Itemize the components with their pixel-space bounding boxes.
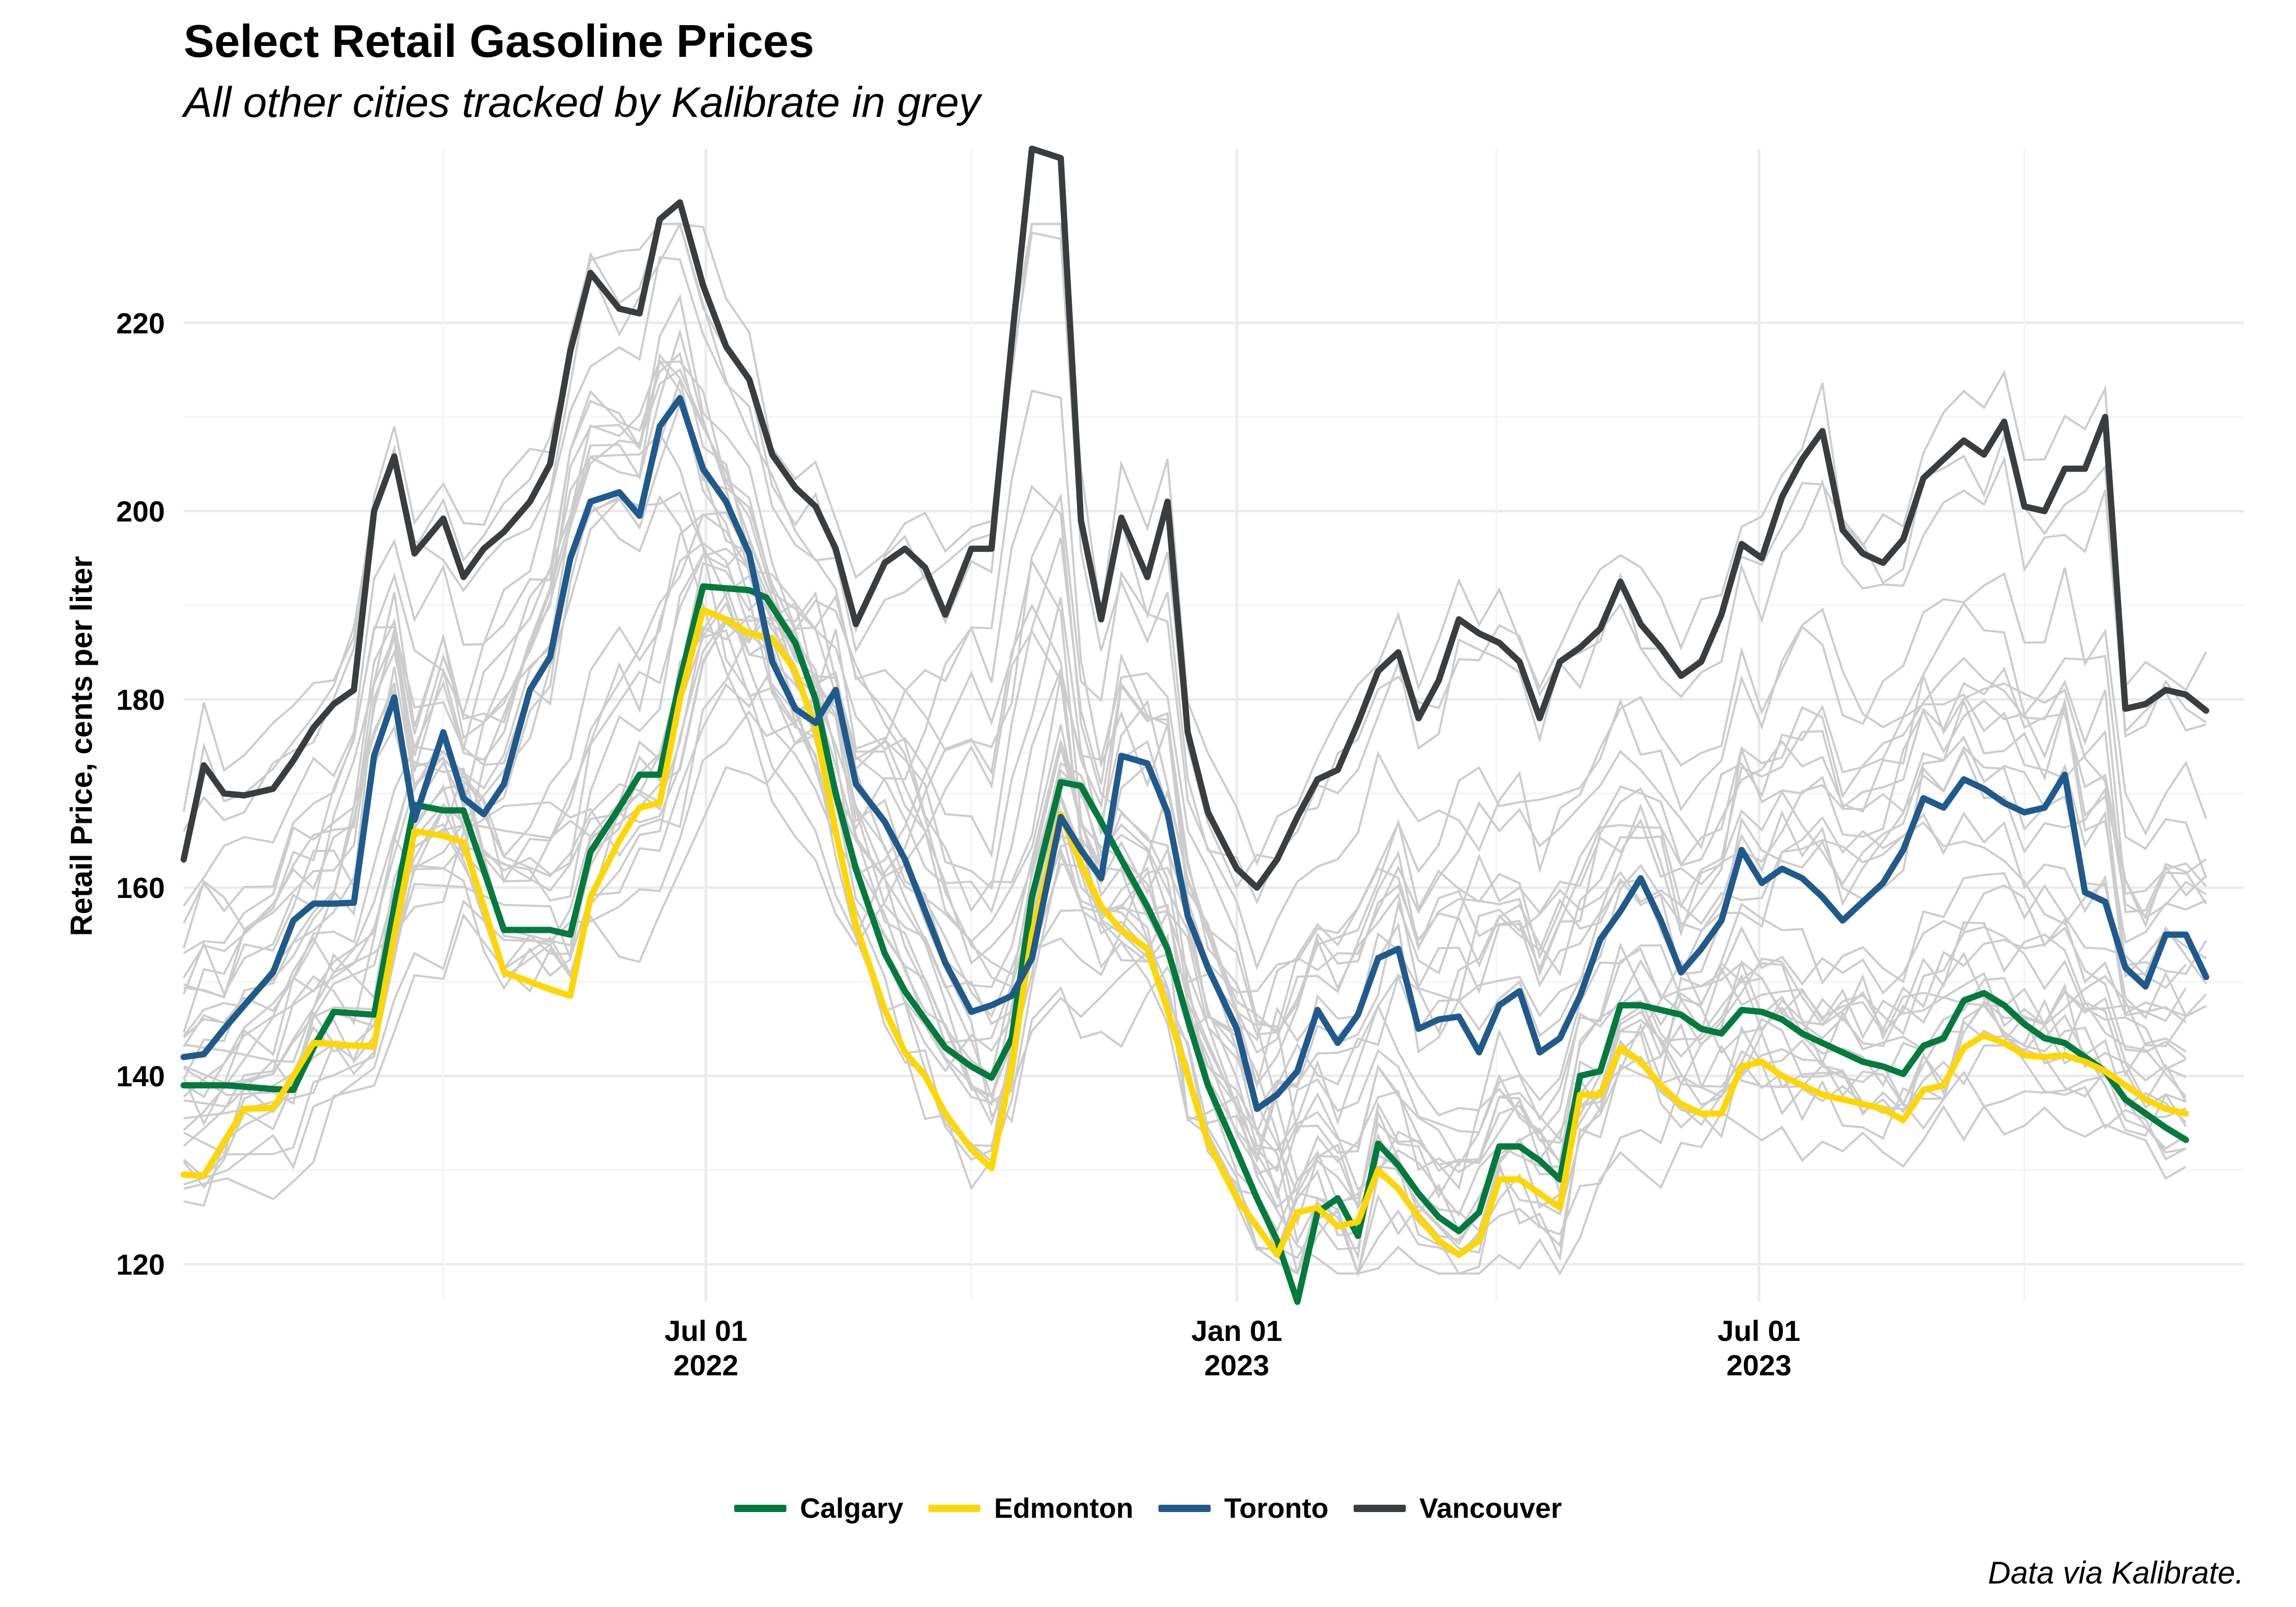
chart-subtitle: All other cities tracked by Kalibrate in… [184,79,980,126]
legend-item-vancouver: Vancouver [1353,1492,1562,1525]
background-city-line [183,574,2187,1227]
background-city-line [183,542,2187,1209]
background-city-line [183,368,2207,1054]
series-line-toronto [181,395,2209,1112]
background-city-line [183,591,2186,1208]
legend-label: Calgary [799,1493,904,1524]
y-tick-label: 140 [116,1060,165,1093]
background-city-line [183,495,2207,1164]
background-city-line [183,328,2207,1036]
x-tick-label: Jan 01 [1191,1314,1282,1347]
y-tick-label: 160 [116,871,165,904]
x-tick-label: Jul 01 [1717,1314,1800,1347]
legend-item-toronto: Toronto [1158,1492,1329,1525]
series-line-edmonton [181,607,2190,1258]
background-city-line [183,256,2207,971]
chart-caption: Data via Kalibrate. [1988,1555,2244,1590]
background-city-line [183,361,2207,1035]
grid-lines [184,149,2244,1302]
legend-label: Edmonton [994,1493,1133,1524]
x-tick-label: Jul 01 [664,1314,747,1347]
x-tick-label: 2023 [1727,1349,1792,1382]
x-tick-label: 2023 [1204,1349,1270,1382]
background-city-line [183,223,2207,866]
y-axis-label: Retail Price, cents per liter [65,556,99,937]
background-city-line [183,294,2207,1032]
legend-item-edmonton: Edmonton [928,1492,1133,1525]
y-tick-label: 120 [116,1248,165,1281]
series-line-vancouver [181,146,2209,891]
background-city-line [183,676,2187,1278]
background-city-line [183,692,2186,1276]
background-city-line [183,221,2207,905]
background-city-line [183,547,2187,1176]
background-city-line [183,724,2187,1276]
legend: Calgary Edmonton Toronto Vancouver [0,1492,2296,1525]
y-tick-label: 220 [116,307,165,340]
series-line-calgary [181,583,2190,1305]
legend-swatch [1353,1505,1406,1512]
background-city-line [183,601,2187,1217]
background-city-line [183,513,2187,1152]
x-tick-label: 2022 [673,1349,738,1382]
legend-label: Vancouver [1419,1493,1562,1524]
background-city-line [183,352,2207,993]
legend-label: Toronto [1224,1493,1329,1524]
y-tick-label: 180 [116,683,165,716]
highlighted-series [181,146,2209,1305]
legend-item-calgary: Calgary [734,1492,903,1525]
legend-swatch [734,1505,786,1512]
legend-swatch [928,1505,981,1512]
legend-swatch [1158,1505,1211,1512]
background-city-line [183,491,2207,1160]
chart-title: Select Retail Gasoline Prices [184,15,815,67]
background-city-line [183,615,2186,1252]
y-tick-label: 200 [116,495,165,528]
background-city-line [183,223,2207,890]
background-city-line [183,376,2207,1136]
